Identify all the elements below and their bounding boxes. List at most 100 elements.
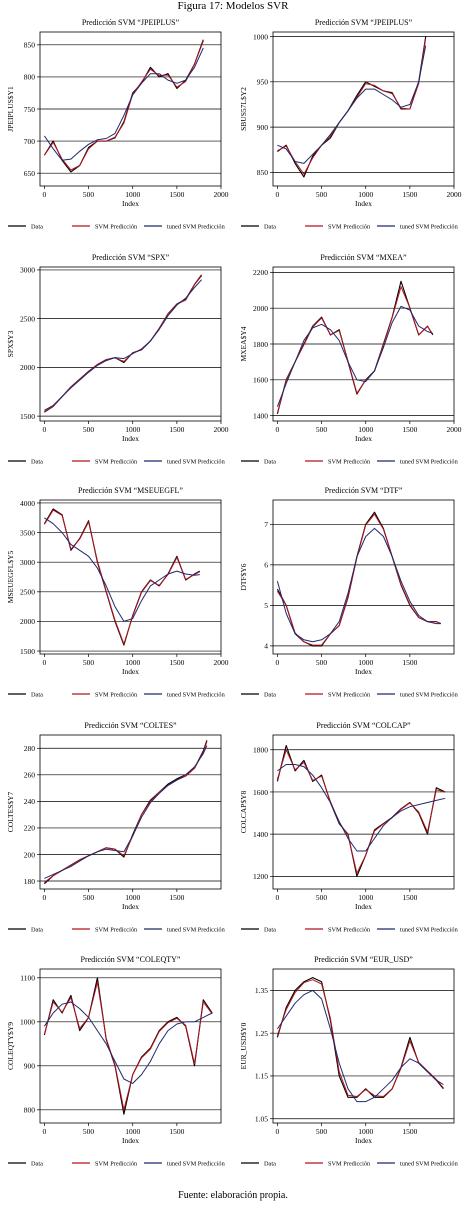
y-tick-label: 1000 bbox=[20, 1018, 35, 1027]
plot-frame bbox=[39, 499, 222, 655]
y-tick-label: 850 bbox=[257, 168, 269, 177]
chart-title: Predicción SVM “DTF” bbox=[325, 486, 403, 495]
chart-title: Predicción SVM “COLTES” bbox=[84, 721, 177, 730]
y-tick-label: 1000 bbox=[253, 32, 268, 41]
y-axis-label: EUR_USD$Y0 bbox=[239, 1022, 248, 1069]
chart-svg: Predicción SVM “SPX” 1500 2000 2500 3000 0 500… bbox=[6, 253, 229, 465]
legend-label: SVM Predicción bbox=[328, 926, 371, 933]
y-tick-label: 1500 bbox=[20, 647, 35, 656]
x-tick-label: 500 bbox=[83, 658, 95, 667]
y-tick-label: 3500 bbox=[20, 528, 35, 537]
plot-frame bbox=[39, 266, 222, 422]
chart-svg: Predicción SVM “COLCAP” 1200 1400 1600 1800 0… bbox=[239, 721, 459, 933]
chart-title: Predicción SVM “MXEA” bbox=[320, 253, 407, 262]
legend-label: SVM Predicción bbox=[328, 223, 371, 230]
chart-svg: Predicción SVM “COLTES” 180 200 220 240 260 28… bbox=[6, 721, 226, 933]
legend-label: Data bbox=[264, 691, 276, 698]
y-axis-label: COLEQTY$Y9 bbox=[6, 1022, 15, 1070]
chart-title: Predicción SVM “JPEIPLUS” bbox=[315, 18, 413, 27]
plot-frame bbox=[272, 968, 455, 1124]
x-tick-label: 1500 bbox=[402, 658, 417, 667]
legend-label: SVM Predicción bbox=[328, 458, 371, 465]
chart-panel: Predicción SVM “DTF” 4 5 6 7 0 500 1000 1500 Inde… bbox=[233, 482, 466, 717]
x-axis-label: Index bbox=[122, 667, 139, 676]
y-tick-label: 850 bbox=[24, 41, 36, 50]
plot-frame bbox=[272, 31, 455, 187]
y-axis-label: MXEA$Y4 bbox=[239, 326, 248, 361]
x-tick-label: 1000 bbox=[125, 1127, 140, 1136]
x-tick-label: 0 bbox=[276, 893, 280, 902]
series-line-1 bbox=[276, 511, 442, 647]
x-tick-label: 1500 bbox=[169, 658, 184, 667]
legend-label: tuned SVM Predicción bbox=[400, 691, 459, 698]
x-axis-label: Index bbox=[355, 667, 372, 676]
chart-panel: Predicción SVM “COLTES” 180 200 220 240 260 28… bbox=[0, 717, 233, 952]
x-axis-label: Index bbox=[122, 902, 139, 911]
series-line-3 bbox=[277, 45, 427, 164]
x-tick-label: 1500 bbox=[402, 190, 417, 199]
chart-svg: Predicción SVM “JPEIPLUS” 850 900 950 1000 0 5… bbox=[239, 18, 462, 230]
x-tick-label: 1000 bbox=[358, 658, 373, 667]
x-tick-label: 0 bbox=[43, 658, 47, 667]
legend-label: SVM Predicción bbox=[95, 691, 138, 698]
chart-svg: Predicción SVM “DTF” 4 5 6 7 0 500 1000 1500 Inde… bbox=[239, 486, 459, 698]
y-tick-label: 800 bbox=[24, 1106, 36, 1115]
x-tick-label: 500 bbox=[316, 893, 328, 902]
y-tick-label: 260 bbox=[24, 771, 36, 780]
chart-svg: Predicción SVM “EUR_USD” 1.05 1.15 1.25 1.35… bbox=[239, 955, 459, 1167]
x-tick-label: 500 bbox=[316, 425, 328, 434]
series-line-3 bbox=[44, 279, 202, 411]
x-tick-label: 1000 bbox=[125, 425, 140, 434]
legend-label: Data bbox=[31, 1160, 43, 1167]
y-tick-label: 1400 bbox=[253, 411, 268, 420]
series-line-2 bbox=[43, 509, 201, 645]
x-tick-label: 1000 bbox=[358, 425, 373, 434]
legend-label: Data bbox=[31, 223, 43, 230]
y-tick-label: 280 bbox=[24, 744, 36, 753]
legend-label: SVM Predicción bbox=[95, 1160, 138, 1167]
series-line-1 bbox=[43, 508, 201, 646]
x-tick-label: 1500 bbox=[402, 425, 417, 434]
chart-panel: Predicción SVM “JPEIPLUS” 650 700 750 800 850… bbox=[0, 14, 233, 249]
x-tick-label: 500 bbox=[83, 893, 95, 902]
legend-label: tuned SVM Predicción bbox=[167, 691, 226, 698]
y-tick-label: 240 bbox=[24, 797, 36, 806]
series-line-3 bbox=[277, 764, 446, 852]
x-tick-label: 1500 bbox=[169, 893, 184, 902]
series-line-3 bbox=[276, 989, 444, 1103]
y-tick-label: 1.05 bbox=[255, 1115, 268, 1124]
x-tick-label: 1500 bbox=[402, 893, 417, 902]
x-tick-label: 1000 bbox=[125, 658, 140, 667]
series-line-1 bbox=[276, 744, 446, 877]
legend-label: tuned SVM Predicción bbox=[167, 926, 226, 933]
y-axis-label: JPEIPLUS$Y1 bbox=[6, 86, 15, 132]
y-tick-label: 2000 bbox=[20, 617, 35, 626]
y-tick-label: 900 bbox=[257, 123, 269, 132]
series-line-2 bbox=[44, 275, 202, 413]
y-tick-label: 750 bbox=[24, 105, 36, 114]
x-axis-label: Index bbox=[122, 199, 139, 208]
y-tick-label: 2000 bbox=[253, 304, 268, 313]
y-axis-label: COLTES$Y7 bbox=[6, 791, 15, 832]
y-axis-label: SPX$Y3 bbox=[6, 330, 15, 357]
chart-title: Predicción SVM “COLCAP” bbox=[316, 721, 411, 730]
series-line-3 bbox=[43, 1001, 213, 1084]
y-axis-label: SBUS57L$Y2 bbox=[239, 87, 248, 131]
y-axis-label: COLCAP$Y8 bbox=[239, 791, 248, 834]
y-tick-label: 1200 bbox=[253, 872, 268, 881]
x-tick-label: 500 bbox=[316, 1127, 328, 1136]
x-tick-label: 1000 bbox=[125, 190, 140, 199]
chart-panel: Predicción SVM “EUR_USD” 1.05 1.15 1.25 1.35… bbox=[233, 951, 466, 1186]
y-tick-label: 4000 bbox=[20, 499, 35, 508]
y-tick-label: 3000 bbox=[20, 266, 35, 275]
plot-frame bbox=[39, 968, 222, 1124]
legend-label: tuned SVM Predicción bbox=[400, 458, 459, 465]
y-tick-label: 950 bbox=[257, 78, 269, 87]
x-tick-label: 2000 bbox=[447, 190, 462, 199]
series-line-3 bbox=[44, 517, 200, 622]
series-line-2 bbox=[276, 513, 442, 646]
x-tick-label: 1000 bbox=[358, 1127, 373, 1136]
series-line-1 bbox=[43, 39, 204, 173]
y-tick-label: 800 bbox=[24, 73, 36, 82]
x-tick-label: 1000 bbox=[358, 893, 373, 902]
